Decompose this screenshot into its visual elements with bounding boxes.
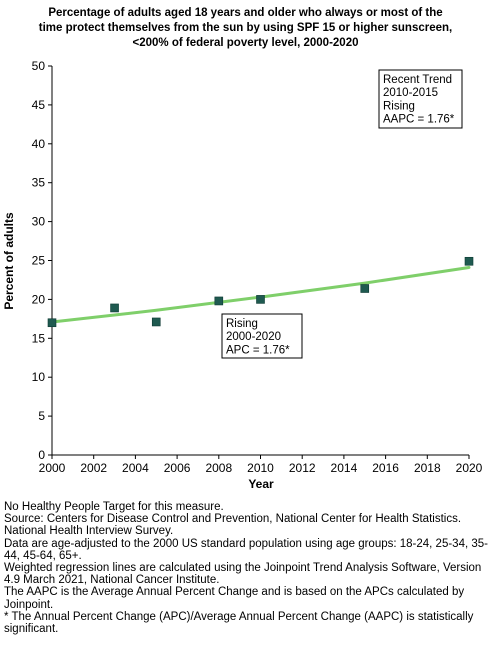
- y-axis-label: Percent of adults: [2, 212, 16, 310]
- data-point: [214, 296, 224, 306]
- y-tick-label: 30: [32, 215, 46, 229]
- y-tick-label: 10: [32, 370, 46, 384]
- footnote-aapc: The AAPC is the Average Annual Percent C…: [4, 586, 465, 611]
- annotation-text: Rising: [383, 100, 415, 112]
- data-point: [360, 284, 370, 293]
- x-tick-label: 2000: [39, 461, 66, 475]
- x-tick-label: 2010: [247, 461, 274, 475]
- data-points-group: [47, 256, 474, 328]
- data-point: [151, 317, 161, 327]
- x-tick-label: 2002: [80, 461, 107, 475]
- x-tick-label: 2014: [331, 461, 358, 475]
- annotation-text: Recent Trend: [383, 74, 452, 86]
- footnotes: No Healthy People Target for this measur…: [4, 501, 488, 635]
- annotation-text: AAPC = 1.76*: [383, 114, 455, 126]
- x-axis-label: Year: [248, 477, 274, 491]
- y-tick-label: 20: [32, 292, 46, 306]
- x-tick-label: 2016: [372, 461, 399, 475]
- y-tick-label: 0: [38, 448, 45, 462]
- chart-title-line-1: Percentage of adults aged 18 years and o…: [48, 7, 443, 19]
- annotation-text: 2000-2020: [226, 331, 281, 343]
- y-tick-label: 25: [32, 254, 46, 268]
- x-tick-label: 2018: [414, 461, 441, 475]
- y-tick-label: 5: [38, 409, 45, 423]
- footnote-target: No Healthy People Target for this measur…: [4, 501, 224, 513]
- chart-axes: 0 5 10 15 20 25 30 35 40 45 50 2000 2002 2004 2006 2008…: [32, 59, 483, 475]
- chart-title-line-2: time protect themselves from the sun by …: [38, 22, 453, 34]
- footnote-source: Source: Centers for Disease Control and …: [4, 513, 462, 538]
- y-tick-label: 15: [32, 331, 46, 345]
- annotation-text: 2010-2015: [383, 87, 438, 99]
- annotation-box: [378, 69, 463, 129]
- annotation-text: APC = 1.76*: [226, 344, 290, 356]
- x-tick-label: 2006: [164, 461, 191, 475]
- footnote-regression: Weighted regression lines are calculated…: [4, 562, 482, 587]
- footnote-significance: * The Annual Percent Change (APC)/Averag…: [4, 610, 474, 636]
- footnote-age-adjustment: Data are age-adjusted to the 2000 US sta…: [4, 537, 488, 562]
- annotation-text: Rising: [226, 318, 258, 330]
- data-point: [47, 318, 57, 328]
- x-tick-label: 2004: [122, 461, 149, 475]
- y-tick-label: 35: [32, 176, 46, 190]
- scatter-chart: 0 5 10 15 20 25 30 35 40 45 50 2000 2002 2004 2006 2008…: [2, 59, 483, 491]
- y-tick-label: 40: [32, 137, 46, 151]
- y-tick-label: 50: [32, 59, 46, 73]
- annotation-box: [221, 313, 303, 359]
- data-point: [110, 303, 119, 313]
- data-point: [256, 295, 265, 304]
- chart-title-line-3: <200% of federal poverty level, 2000-202…: [132, 37, 359, 49]
- x-tick-label: 2020: [456, 461, 483, 475]
- x-tick-label: 2008: [205, 461, 232, 475]
- chart-title: Percentage of adults aged 18 years and o…: [0, 6, 491, 51]
- data-point: [464, 256, 474, 266]
- x-tick-label: 2012: [289, 461, 316, 475]
- y-tick-label: 45: [32, 98, 46, 112]
